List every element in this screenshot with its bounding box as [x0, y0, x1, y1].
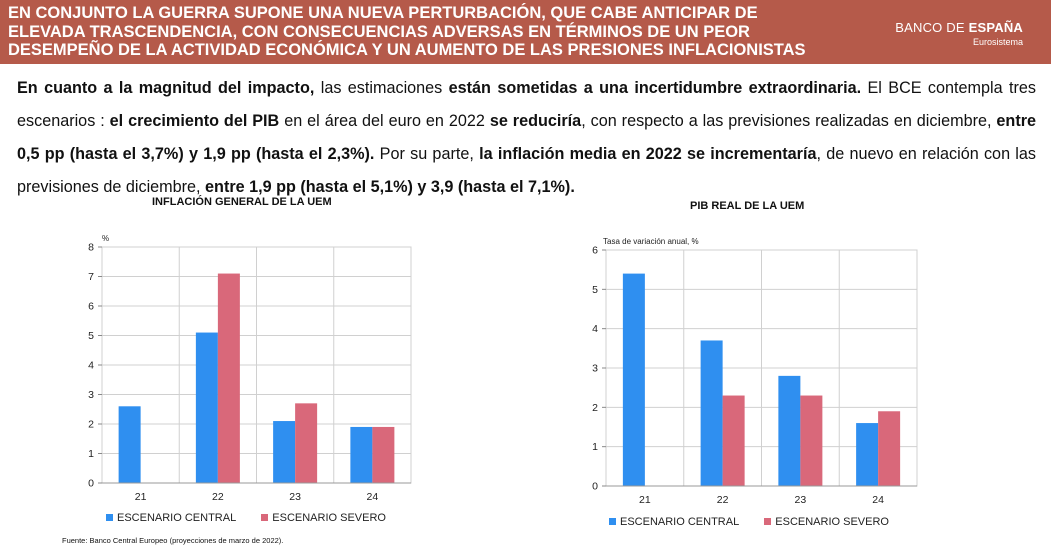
- bar-central: [700, 340, 723, 486]
- bar-severo: [878, 411, 901, 486]
- legend-item-severo: ESCENARIO SEVERO: [764, 516, 889, 528]
- legend-inflation: ESCENARIO CENTRAL ESCENARIO SEVERO: [106, 512, 408, 524]
- x-tick-label: 23: [795, 494, 807, 506]
- y-tick-label: 1: [88, 448, 94, 460]
- logo-text-part1: BANCO DE: [895, 20, 969, 35]
- bar-severo: [722, 395, 745, 486]
- slide-title-line: DESEMPEÑO DE LA ACTIVIDAD ECONÓMICA Y UN…: [8, 41, 806, 59]
- legend-label: ESCENARIO CENTRAL: [620, 516, 740, 528]
- intro-text: Por su parte,: [374, 145, 480, 163]
- y-tick-label: 3: [592, 363, 598, 375]
- bar-central: [778, 375, 801, 486]
- bar-central: [195, 332, 218, 483]
- legend-item-severo: ESCENARIO SEVERO: [261, 512, 386, 524]
- y-tick-label: 0: [592, 481, 598, 493]
- x-tick-label: 23: [289, 491, 301, 503]
- y-tick-label: 3: [88, 389, 94, 401]
- banco-de-espana-logo: BANCO DE ESPAÑA Eurosistema: [895, 20, 1023, 47]
- bar-central: [118, 406, 141, 483]
- y-tick-label: 2: [88, 419, 94, 431]
- y-tick-label: 8: [88, 242, 94, 254]
- legend-label: ESCENARIO SEVERO: [775, 516, 889, 528]
- legend-gdp: ESCENARIO CENTRAL ESCENARIO SEVERO: [609, 516, 911, 528]
- y-tick-label: 4: [592, 323, 598, 335]
- slide-title-line: EN CONJUNTO LA GUERRA SUPONE UNA NUEVA P…: [8, 4, 758, 22]
- intro-bold-text: entre 0,5 pp (hasta el 3,7%) y 1,9 pp (h…: [17, 112, 1037, 163]
- intro-bold-text: entre 1,9 pp (hasta el 5,1%) y 3,9 (hast…: [205, 178, 575, 196]
- intro-text: las estimaciones: [314, 79, 449, 97]
- intro-bold-text: se reduciría: [489, 112, 582, 130]
- unit-label: %: [102, 234, 109, 243]
- y-tick-label: 4: [88, 360, 94, 372]
- legend-swatch-central: [106, 513, 113, 521]
- slide-title: EN CONJUNTO LA GUERRA SUPONE UNA NUEVA P…: [8, 4, 888, 60]
- intro-text: , de nuevo en relación con las prevision…: [17, 145, 1037, 196]
- bar-severo: [217, 273, 240, 483]
- bar-severo: [800, 395, 823, 486]
- legend-item-central: ESCENARIO CENTRAL: [609, 516, 739, 528]
- intro-text: en el área del euro en 2022: [279, 112, 490, 130]
- y-tick-label: 6: [88, 301, 94, 313]
- legend-item-central: ESCENARIO CENTRAL: [106, 512, 236, 524]
- y-tick-label: 5: [592, 284, 598, 296]
- x-tick-label: 21: [135, 491, 147, 503]
- x-tick-label: 22: [717, 494, 729, 506]
- x-tick-label: 21: [639, 494, 651, 506]
- y-tick-label: 2: [592, 402, 598, 414]
- intro-text: El BCE contempla tres escenarios :: [17, 79, 1036, 130]
- y-tick-label: 6: [592, 245, 598, 257]
- intro-bold-text: la inflación media en 2022 se incrementa…: [479, 145, 817, 163]
- bar-severo: [372, 426, 395, 483]
- bar-central: [273, 421, 296, 483]
- intro-bold-text: En cuanto a la magnitud del impacto,: [17, 79, 315, 97]
- y-tick-label: 0: [88, 478, 94, 490]
- legend-label: ESCENARIO SEVERO: [272, 512, 386, 524]
- intro-text: , con respecto a las previsiones realiza…: [581, 112, 997, 130]
- bar-central: [856, 423, 879, 486]
- legend-label: ESCENARIO CENTRAL: [117, 512, 237, 524]
- bar-central: [350, 426, 373, 483]
- x-tick-label: 24: [872, 494, 884, 506]
- y-tick-label: 5: [88, 330, 94, 342]
- chart-title-gdp: PIB REAL DE LA UEM: [690, 200, 805, 212]
- chart-title-inflation: INFLACIÓN GENERAL DE LA UEM: [152, 196, 332, 208]
- x-tick-label: 24: [367, 491, 379, 503]
- intro-bold-text: el crecimiento del PIB: [109, 112, 280, 130]
- unit-label: Tasa de variación anual, %: [603, 237, 699, 246]
- legend-swatch-severo: [764, 517, 772, 525]
- y-tick-label: 7: [88, 271, 94, 283]
- source-note: Fuente: Banco Central Europeo (proyeccio…: [62, 536, 284, 545]
- bar-severo: [295, 403, 318, 483]
- legend-swatch-central: [609, 517, 616, 525]
- logo-subtitle: Eurosistema: [972, 37, 1023, 47]
- legend-swatch-severo: [261, 513, 269, 521]
- header-banner: EN CONJUNTO LA GUERRA SUPONE UNA NUEVA P…: [0, 0, 1051, 64]
- intro-paragraph: En cuanto a la magnitud del impacto, las…: [17, 72, 1036, 204]
- x-tick-label: 22: [212, 491, 224, 503]
- slide-title-line: ELEVADA TRASCENDENCIA, CON CONSECUENCIAS…: [8, 22, 750, 41]
- intro-bold-text: están sometidas a una incertidumbre extr…: [448, 79, 862, 97]
- y-tick-label: 1: [592, 441, 598, 453]
- logo-text-part2: ESPAÑA: [968, 20, 1023, 35]
- bar-central: [622, 273, 645, 486]
